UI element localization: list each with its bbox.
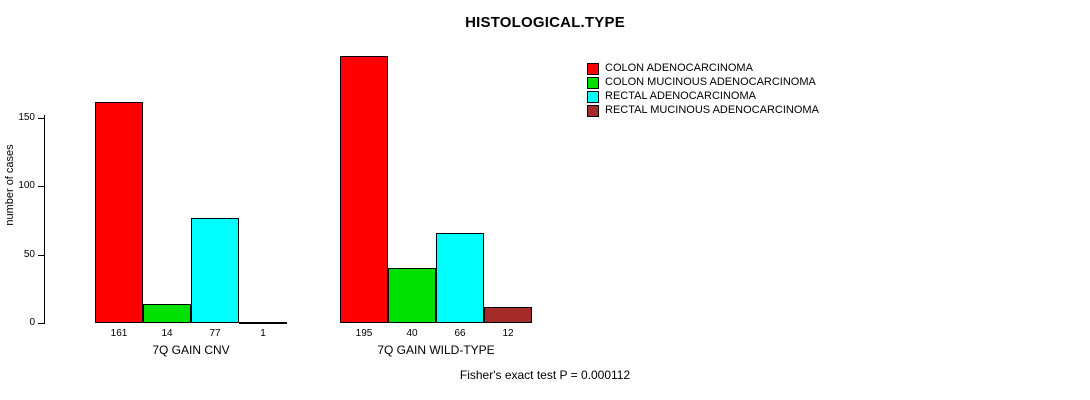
bar-value-label: 1: [260, 328, 266, 339]
legend-swatch: [587, 104, 599, 117]
bar-value-label: 14: [161, 328, 173, 339]
bar-value-label: 161: [110, 328, 128, 339]
legend-row: COLON MUCINOUS ADENOCARCINOMA: [587, 76, 819, 89]
bar: [191, 217, 239, 323]
bar: [239, 321, 287, 324]
y-tick: [38, 254, 45, 256]
y-tick: [38, 323, 45, 324]
y-tick: [38, 186, 45, 187]
legend-label: COLON ADENOCARCINOMA: [605, 62, 753, 74]
bar: [388, 268, 436, 323]
footer-note: Fisher's exact test P = 0.000112: [459, 368, 631, 382]
legend-label: COLON MUCINOUS ADENOCARCINOMA: [605, 76, 816, 88]
legend-row: RECTAL MUCINOUS ADENOCARCINOMA: [587, 104, 819, 117]
legend-row: RECTAL ADENOCARCINOMA: [587, 90, 819, 103]
legend-row: COLON ADENOCARCINOMA: [587, 62, 819, 75]
bar: [436, 232, 484, 323]
y-axis-line: [44, 114, 45, 324]
bar-value-label: 40: [406, 328, 418, 339]
category-label: 7Q GAIN WILD-TYPE: [377, 343, 495, 357]
legend-swatch: [587, 90, 599, 103]
y-tick-label: 0: [29, 317, 35, 328]
legend-label: RECTAL ADENOCARCINOMA: [605, 90, 756, 102]
bar: [340, 55, 388, 323]
y-tick-label: 150: [18, 111, 35, 123]
bar-value-label: 12: [502, 328, 514, 339]
legend-swatch: [587, 62, 599, 75]
bar-value-label: 195: [355, 328, 373, 339]
bar-value-label: 77: [209, 328, 221, 339]
y-tick: [38, 117, 45, 119]
legend-swatch: [587, 76, 599, 89]
y-tick-label: 50: [23, 248, 35, 260]
legend-label: RECTAL MUCINOUS ADENOCARCINOMA: [605, 104, 819, 116]
legend: COLON ADENOCARCINOMA COLON MUCINOUS ADENO…: [587, 62, 819, 117]
bar-value-label: 66: [454, 328, 466, 339]
bar: [95, 102, 143, 323]
bar: [484, 306, 532, 323]
category-label: 7Q GAIN CNV: [152, 343, 230, 357]
bar: [143, 303, 191, 323]
chart-title: HISTOLOGICAL.TYPE: [465, 14, 625, 31]
y-tick-label: 100: [18, 180, 35, 191]
